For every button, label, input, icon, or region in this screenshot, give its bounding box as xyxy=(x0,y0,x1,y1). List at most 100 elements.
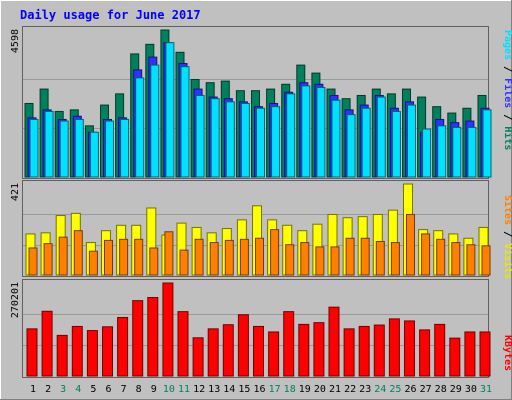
x-tick-label-24: 24 xyxy=(374,384,386,395)
legend-visits-sites: Sites / Visits xyxy=(502,195,512,279)
bar-kbytes-day-16 xyxy=(253,325,264,377)
bar-pages-day-26 xyxy=(407,104,416,178)
bar-pages-day-28 xyxy=(437,125,447,178)
x-tick-label-27: 27 xyxy=(420,384,432,395)
x-tick-label-19: 19 xyxy=(299,384,311,395)
bar-sites-day-9 xyxy=(149,247,159,276)
legend-hits-files-pages: Pages / Files / Hits xyxy=(502,30,512,150)
bar-sites-day-10 xyxy=(164,231,174,276)
bar-kbytes-day-7 xyxy=(117,316,129,377)
bar-pages-day-16 xyxy=(256,107,265,178)
bar-pages-day-2 xyxy=(44,110,54,178)
x-tick-label-13: 13 xyxy=(208,384,220,395)
bar-kbytes-day-6 xyxy=(102,326,113,377)
bar-sites-day-6 xyxy=(104,239,113,276)
bar-kbytes-day-24 xyxy=(373,324,385,377)
bar-pages-day-12 xyxy=(195,94,205,178)
x-tick-label-20: 20 xyxy=(314,384,326,395)
bar-pages-day-31 xyxy=(482,109,492,178)
bar-pages-day-15 xyxy=(240,102,250,178)
x-tick-label-9: 9 xyxy=(151,384,157,395)
bar-sites-day-4 xyxy=(73,230,83,276)
chart-title: Daily usage for June 2017 xyxy=(20,8,201,22)
legend-hits: Hits xyxy=(502,126,512,150)
bar-sites-day-29 xyxy=(451,242,461,276)
bar-sites-day-28 xyxy=(436,238,446,276)
x-tick-label-31: 31 xyxy=(480,384,492,395)
panel-max-label-visits: 421 xyxy=(10,183,21,201)
bar-pages-day-7 xyxy=(120,118,130,178)
legend-visits: Visits xyxy=(502,243,512,279)
x-tick-label-26: 26 xyxy=(404,384,416,395)
bar-sites-day-17 xyxy=(270,229,280,276)
bar-pages-day-13 xyxy=(210,98,220,178)
bar-kbytes-day-28 xyxy=(434,323,446,377)
bar-kbytes-day-25 xyxy=(388,318,400,377)
bar-kbytes-day-31 xyxy=(479,331,491,377)
bar-pages-day-11 xyxy=(180,66,190,178)
bar-sites-day-12 xyxy=(194,238,204,276)
bar-pages-day-1 xyxy=(29,118,39,178)
bar-kbytes-day-3 xyxy=(56,334,68,377)
x-tick-label-23: 23 xyxy=(359,384,371,395)
bar-kbytes-day-15 xyxy=(237,314,249,377)
bar-pages-day-10 xyxy=(165,42,175,178)
bar-pages-day-22 xyxy=(346,114,356,178)
bar-pages-day-25 xyxy=(391,110,401,178)
bar-pages-day-23 xyxy=(361,107,371,178)
bar-sites-day-8 xyxy=(134,238,144,276)
bar-kbytes-day-20 xyxy=(313,322,325,377)
x-tick-label-12: 12 xyxy=(193,384,205,395)
x-tick-label-18: 18 xyxy=(284,384,296,395)
bar-kbytes-day-8 xyxy=(132,300,144,377)
legend-sites: Sites xyxy=(502,195,512,225)
bar-kbytes-day-30 xyxy=(464,331,476,377)
bar-sites-day-27 xyxy=(421,233,431,276)
bar-sites-day-16 xyxy=(255,237,264,276)
bar-kbytes-day-21 xyxy=(328,306,340,377)
bar-kbytes-day-2 xyxy=(41,310,53,377)
bar-sites-day-26 xyxy=(406,213,415,276)
bar-pages-day-20 xyxy=(316,86,326,178)
bar-sites-day-24 xyxy=(375,240,385,276)
bar-sites-day-25 xyxy=(390,242,400,276)
bar-sites-day-18 xyxy=(285,244,295,276)
legend-files: Files xyxy=(502,78,512,108)
bar-sites-day-3 xyxy=(58,236,68,276)
bar-kbytes-day-13 xyxy=(207,328,219,377)
bar-kbytes-day-17 xyxy=(268,331,280,377)
x-tick-label-8: 8 xyxy=(136,384,142,395)
x-tick-label-2: 2 xyxy=(45,384,51,395)
bar-pages-day-21 xyxy=(331,99,341,178)
bar-kbytes-day-23 xyxy=(358,325,370,377)
bar-pages-day-27 xyxy=(422,128,432,178)
bar-sites-day-31 xyxy=(481,245,491,276)
x-tick-label-4: 4 xyxy=(75,384,81,395)
bar-kbytes-day-5 xyxy=(86,330,98,377)
bar-sites-day-2 xyxy=(43,243,53,276)
x-tick-label-5: 5 xyxy=(90,384,96,395)
bar-pages-day-8 xyxy=(135,77,145,178)
bar-pages-day-17 xyxy=(271,106,281,178)
bar-pages-day-18 xyxy=(286,93,296,178)
bar-kbytes-day-27 xyxy=(419,329,431,377)
bar-pages-day-3 xyxy=(59,120,69,178)
bar-sites-day-30 xyxy=(466,244,476,276)
x-tick-label-22: 22 xyxy=(344,384,356,395)
bar-kbytes-day-11 xyxy=(177,311,189,377)
panel-max-label-hits: 4598 xyxy=(10,29,21,53)
bar-sites-day-21 xyxy=(330,246,340,276)
x-tick-label-6: 6 xyxy=(105,384,111,395)
x-tick-label-3: 3 xyxy=(60,384,66,395)
bar-sites-day-23 xyxy=(360,237,370,276)
legend-pages: Pages xyxy=(502,30,512,60)
bar-pages-day-5 xyxy=(89,131,99,178)
bar-kbytes-day-26 xyxy=(404,320,415,377)
bar-pages-day-29 xyxy=(452,126,462,178)
x-tick-label-14: 14 xyxy=(223,384,235,395)
bar-sites-day-5 xyxy=(88,250,98,276)
x-tick-label-1: 1 xyxy=(30,384,36,395)
bar-sites-day-7 xyxy=(119,238,129,276)
x-tick-label-11: 11 xyxy=(178,384,190,395)
